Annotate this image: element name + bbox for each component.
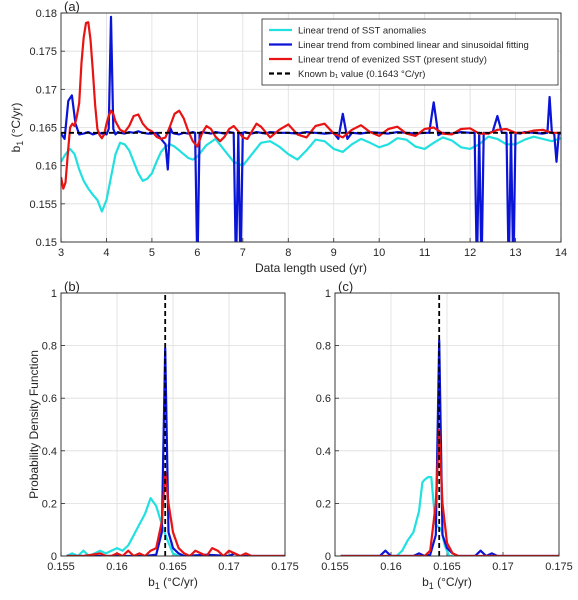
panel-label: (b) [64, 279, 80, 294]
x-axis-label: Data length used (yr) [255, 261, 367, 275]
legend: Linear trend of SST anomalies Linear tren… [261, 18, 559, 86]
panel-label: (a) [64, 0, 80, 14]
x-tick-label: 7 [240, 247, 246, 259]
y-tick-label: 0.16 [36, 161, 57, 173]
x-axis-label: b1 (°C/yr) [422, 575, 472, 591]
y-tick-label: 0 [325, 551, 331, 563]
chart-panel-1: 3 4 5 6 7 8 9 10 11 12 13 14 0.15 0.155 0.16 0.165 0.17 0… [9, 0, 567, 275]
x-tick-label: 0.165 [433, 561, 461, 573]
y-tick-label: 0.175 [29, 46, 57, 58]
legend-entry: Known b₁ value (0.1643 °C/yr) [298, 69, 425, 80]
x-tick-label: 0.175 [271, 561, 299, 573]
axes-frame [60, 12, 562, 243]
x-tick-label: 0.16 [106, 561, 127, 573]
y-tick-label: 1 [325, 288, 331, 300]
x-tick-label: 0.165 [159, 561, 187, 573]
x-tick-label: 5 [149, 247, 155, 259]
axes-frame [334, 292, 560, 557]
y-tick-label: 0.2 [42, 498, 57, 510]
series-line [66, 497, 185, 556]
y-tick-label: 0.6 [316, 393, 331, 405]
x-tick-label: 13 [509, 247, 521, 259]
x-tick-label: 6 [194, 247, 200, 259]
y-tick-label: 0.4 [42, 446, 57, 458]
x-tick-label: 11 [419, 247, 430, 259]
y-axis-label: b1 (°C/yr) [9, 103, 25, 153]
chart-panel-2: 0.155 0.16 0.165 0.17 0.175 0 0.2 0.4 0.6 0.8 1 (b)… [27, 279, 299, 591]
series-line [66, 470, 285, 556]
x-tick-label: 0.17 [218, 561, 239, 573]
y-tick-label: 0.4 [316, 446, 331, 458]
y-tick-label: 0.6 [42, 393, 57, 405]
y-axis-label: Probability Density Function [27, 350, 41, 499]
legend-entry: Linear trend of evenized SST (present st… [298, 55, 487, 66]
x-axis-label: b1 (°C/yr) [148, 575, 198, 591]
x-tick-label: 4 [103, 247, 109, 259]
y-tick-label: 0.2 [316, 498, 331, 510]
y-tick-label: 0.17 [36, 84, 57, 96]
y-tick-label: 0 [51, 551, 57, 563]
x-tick-label: 0.155 [321, 561, 349, 573]
y-tick-label: 0.8 [316, 341, 331, 353]
y-tick-label: 1 [51, 288, 57, 300]
x-tick-label: 3 [58, 247, 64, 259]
x-tick-label: 8 [285, 247, 291, 259]
x-tick-label: 0.175 [545, 561, 573, 573]
y-tick-label: 0.155 [29, 199, 57, 211]
series-line [61, 21, 561, 190]
y-tick-label: 0.165 [29, 123, 57, 135]
y-tick-label: 0.15 [36, 237, 57, 249]
x-tick-label: 0.16 [380, 561, 401, 573]
legend-entry: Linear trend of SST anomalies [298, 26, 426, 37]
legend-box [261, 18, 559, 86]
x-tick-label: 12 [464, 247, 476, 259]
y-tick-label: 0.18 [36, 8, 57, 20]
y-tick-label: 0.8 [42, 341, 57, 353]
x-tick-label: 10 [373, 247, 385, 259]
x-tick-label: 9 [331, 247, 337, 259]
chart-panel-3: 0.155 0.16 0.165 0.17 0.175 0 0.2 0.4 0.6 0.8 1 (c)… [316, 279, 573, 591]
x-tick-label: 0.155 [47, 561, 75, 573]
axes-frame [60, 292, 286, 557]
x-tick-label: 0.17 [492, 561, 513, 573]
panel-label: (c) [338, 279, 353, 294]
x-tick-label: 14 [555, 247, 567, 259]
legend-entry: Linear trend from combined linear and si… [298, 40, 529, 51]
